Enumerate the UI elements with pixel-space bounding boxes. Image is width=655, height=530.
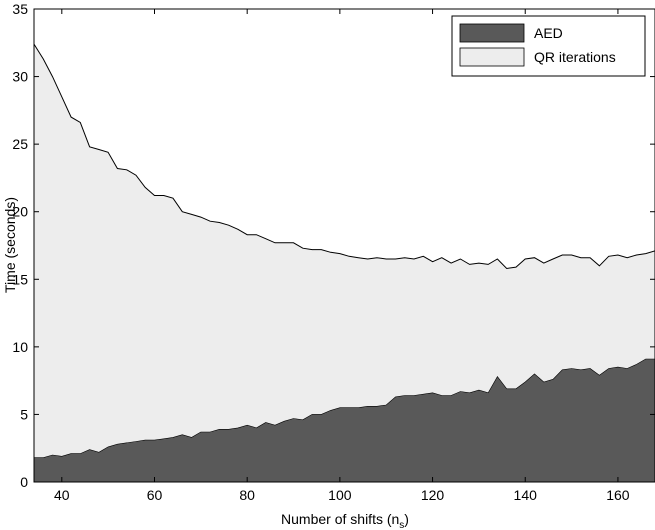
y-tick-label: 35 — [12, 1, 28, 17]
qr-iterations-line — [33, 43, 655, 270]
legend: AED QR iterations — [451, 15, 646, 77]
x-tick-label: 160 — [606, 487, 630, 503]
y-tick-label: 15 — [12, 271, 28, 287]
x-tick-label: 80 — [239, 487, 255, 503]
aed-area — [33, 358, 655, 483]
x-tick-label: 100 — [328, 487, 352, 503]
y-tick-label: 20 — [12, 204, 28, 220]
x-tick-label: 140 — [514, 487, 538, 503]
x-tick-label: 40 — [54, 487, 70, 503]
legend-swatch — [459, 23, 525, 43]
legend-label: AED — [534, 25, 563, 41]
legend-label: QR iterations — [534, 49, 616, 65]
series-areas — [33, 43, 655, 483]
y-tick-label: 30 — [12, 69, 28, 85]
axes — [33, 8, 655, 483]
y-tick-label: 10 — [12, 339, 28, 355]
x-tick-label: 60 — [147, 487, 163, 503]
y-tick-label: 5 — [20, 406, 28, 422]
plot-frame — [33, 8, 655, 483]
tick-labels: 40 60 80 100 120 140 160 0 5 10 15 20 25 30 35 — [12, 1, 629, 503]
y-tick-label: 25 — [12, 136, 28, 152]
legend-swatch — [459, 47, 525, 67]
qr-iterations-area — [34, 44, 655, 458]
x-axis-label: Number of shifts (ns) — [281, 511, 409, 530]
y-tick-label: 0 — [20, 474, 28, 490]
y-axis-label: Time (seconds) — [2, 197, 18, 293]
x-tick-label: 120 — [421, 487, 445, 503]
